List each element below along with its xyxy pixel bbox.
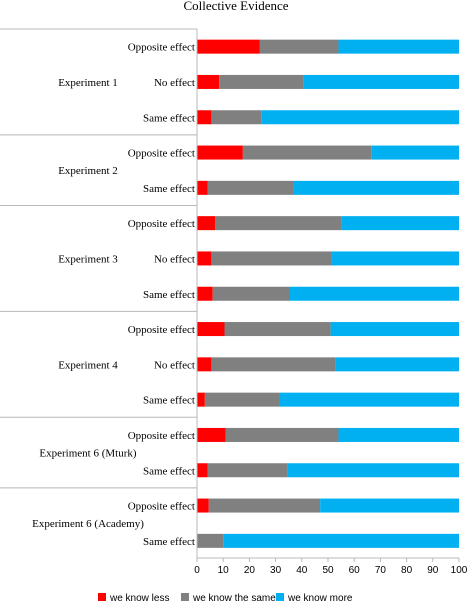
row-label: Opposite effect xyxy=(128,430,195,442)
row-label: Same effect xyxy=(143,183,195,195)
bar-segment-we-know-more xyxy=(279,392,459,407)
bar-segment-we-know-more xyxy=(290,286,459,301)
group-label: Experiment 2 xyxy=(58,165,118,177)
bar-segment-we-know-more xyxy=(331,251,459,266)
bar-segment-we-know-the-same xyxy=(211,110,262,125)
bar-segment-we-know-less xyxy=(197,427,226,442)
bar-segment-we-know-less xyxy=(197,251,212,266)
x-tick-label: 60 xyxy=(349,565,361,576)
bar-segment-we-know-more xyxy=(335,357,459,372)
bar-segment-we-know-the-same xyxy=(211,357,336,372)
bar-segment-we-know-less xyxy=(197,216,216,231)
bar-segment-we-know-more xyxy=(341,216,459,231)
bar-segment-we-know-more xyxy=(223,533,459,548)
bar-segment-we-know-less xyxy=(197,286,213,301)
bar-segment-we-know-less xyxy=(197,498,209,513)
group-label: Experiment 3 xyxy=(58,253,118,265)
x-tick-label: 100 xyxy=(451,565,468,576)
row-label: No effect xyxy=(154,253,195,265)
bar-segment-we-know-the-same xyxy=(197,533,224,548)
bar-segment-we-know-the-same xyxy=(207,180,294,195)
x-tick-label: 80 xyxy=(401,565,413,576)
chart-title: Collective Evidence xyxy=(183,0,288,13)
group-label: Experiment 1 xyxy=(58,77,118,89)
row-label: Opposite effect xyxy=(128,42,195,54)
x-tick-label: 70 xyxy=(375,565,387,576)
bar-segment-we-know-the-same xyxy=(219,74,304,89)
bar-segment-we-know-the-same xyxy=(204,392,280,407)
bar-segment-we-know-more xyxy=(330,322,459,337)
group-label: Experiment 6 (Academy) xyxy=(32,518,144,530)
row-label: No effect xyxy=(154,77,195,89)
bar-segment-we-know-the-same xyxy=(259,39,339,54)
bar-segment-we-know-more xyxy=(320,498,459,513)
legend-swatch-we-know-more xyxy=(276,593,284,601)
legend-label: we know less xyxy=(109,593,169,604)
bar-segment-we-know-more xyxy=(287,463,459,478)
bar-segment-we-know-less xyxy=(197,463,208,478)
group-label: Experiment 4 xyxy=(58,359,118,371)
bar-segment-we-know-the-same xyxy=(212,286,291,301)
row-label: Opposite effect xyxy=(128,501,195,513)
bar-segment-we-know-less xyxy=(197,180,208,195)
bar-segment-we-know-less xyxy=(197,392,205,407)
bar-segment-we-know-less xyxy=(197,110,212,125)
bar-segment-we-know-less xyxy=(197,357,212,372)
x-tick-label: 30 xyxy=(270,565,282,576)
legend-label: we know the same xyxy=(192,593,276,604)
legend-swatch-we-know-the-same xyxy=(181,593,189,601)
group-label: Experiment 6 (Mturk) xyxy=(39,448,136,460)
x-tick-label: 10 xyxy=(218,565,230,576)
bar-segment-we-know-more xyxy=(371,145,459,160)
row-label: Same effect xyxy=(143,536,195,548)
row-label: Opposite effect xyxy=(128,148,195,160)
bar-segment-we-know-more xyxy=(293,180,459,195)
legend-label: we know more xyxy=(287,593,353,604)
bar-segment-we-know-less xyxy=(197,39,260,54)
bar-segment-we-know-more xyxy=(261,110,459,125)
row-label: No effect xyxy=(154,359,195,371)
bar-segment-we-know-the-same xyxy=(207,463,288,478)
bar-segment-we-know-the-same xyxy=(211,251,332,266)
x-tick-label: 40 xyxy=(296,565,308,576)
bar-segment-we-know-more xyxy=(338,39,459,54)
x-tick-label: 0 xyxy=(194,565,200,576)
bar-segment-we-know-the-same xyxy=(215,216,342,231)
legend: we know less we know the same we know more xyxy=(98,593,353,604)
plot-area: Opposite effect No effect Same effect Exper… xyxy=(0,28,468,576)
bar-segment-we-know-the-same xyxy=(224,322,331,337)
bar-segment-we-know-the-same xyxy=(242,145,372,160)
row-label: Same effect xyxy=(143,112,195,124)
row-label: Same effect xyxy=(143,289,195,301)
legend-swatch-we-know-less xyxy=(98,593,106,601)
row-label: Same effect xyxy=(143,395,195,407)
bar-segment-we-know-more xyxy=(338,427,459,442)
x-tick-label: 90 xyxy=(427,565,439,576)
bar-segment-we-know-less xyxy=(197,322,225,337)
row-label: Opposite effect xyxy=(128,324,195,336)
row-label: Opposite effect xyxy=(128,218,195,230)
x-tick-label: 20 xyxy=(244,565,256,576)
bar-segment-we-know-the-same xyxy=(225,427,339,442)
bar-segment-we-know-more xyxy=(303,74,459,89)
bar-segment-we-know-less xyxy=(197,145,243,160)
bar-segment-we-know-the-same xyxy=(208,498,321,513)
bar-segment-we-know-less xyxy=(197,74,220,89)
x-tick-label: 50 xyxy=(322,565,334,576)
row-label: Same effect xyxy=(143,465,195,477)
